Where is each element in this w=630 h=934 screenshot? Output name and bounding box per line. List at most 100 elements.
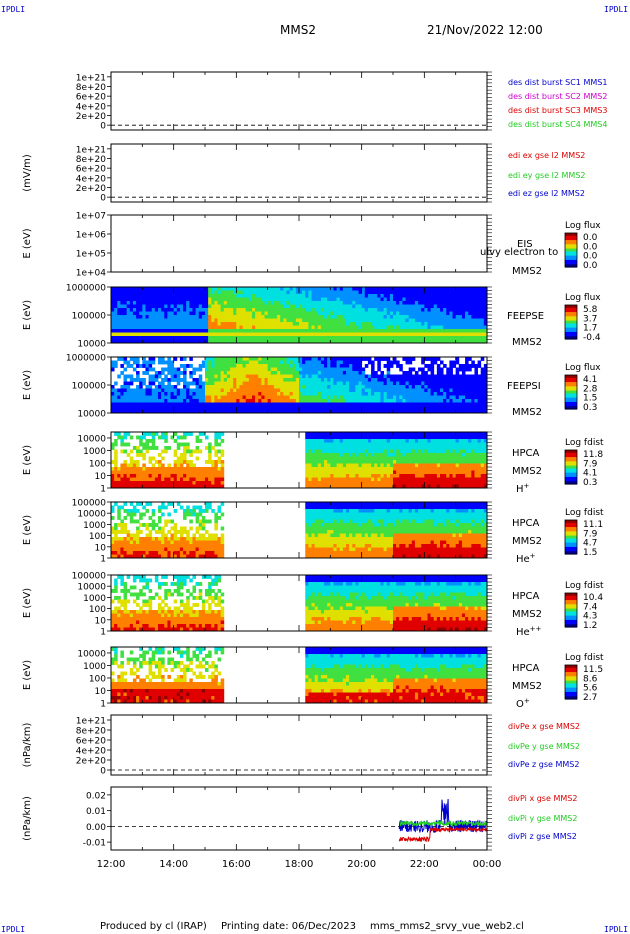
heatmap-cell <box>314 308 319 312</box>
heatmap-cell <box>299 402 303 407</box>
heatmap-cell <box>408 304 413 309</box>
heatmap-cell <box>483 402 488 407</box>
heatmap-cell <box>295 308 300 312</box>
heatmap-cell <box>477 339 482 344</box>
heatmap-cell <box>443 315 447 319</box>
heatmap-cell <box>333 460 337 464</box>
heatmap-cell <box>396 409 400 414</box>
heatmap-cell <box>371 392 375 396</box>
heatmap-cell <box>317 453 322 457</box>
heatmap-cell <box>349 402 353 407</box>
heatmap-cell <box>336 308 341 312</box>
heatmap-cell <box>443 409 447 414</box>
heatmap-cell <box>333 435 337 440</box>
heatmap-cell <box>261 385 265 389</box>
heatmap-cell <box>136 336 140 340</box>
colorbar-segment <box>565 237 577 240</box>
heatmap-cell <box>361 378 366 382</box>
heatmap-cell <box>393 378 397 382</box>
heatmap-cell <box>280 395 284 400</box>
heatmap-cell <box>471 378 475 382</box>
heatmap-cell <box>402 318 406 323</box>
heatmap-cell <box>380 435 384 440</box>
panel-frame <box>110 214 488 273</box>
heatmap-cell <box>148 467 153 471</box>
heatmap-cell <box>396 336 400 340</box>
heatmap-cell <box>389 336 394 340</box>
heatmap-cell <box>220 439 225 443</box>
heatmap-cell <box>455 318 460 323</box>
heatmap-cell <box>211 367 215 372</box>
heatmap-cell <box>305 318 309 323</box>
heatmap-cell <box>358 456 363 461</box>
heatmap-cell <box>346 374 350 379</box>
heatmap-cell <box>117 474 121 478</box>
heatmap-cell <box>239 392 243 396</box>
heatmap-cell <box>333 304 337 309</box>
heatmap-cell <box>358 332 363 337</box>
heatmap-cell <box>355 332 359 337</box>
heatmap-cell <box>355 432 359 436</box>
heatmap-cell <box>477 329 482 333</box>
heatmap-cell <box>208 477 212 482</box>
heatmap-cell <box>214 432 218 436</box>
heatmap-cell <box>377 442 381 447</box>
heatmap-cell <box>402 329 406 333</box>
heatmap-cell <box>355 435 359 440</box>
heatmap-cell <box>374 439 378 443</box>
heatmap-cell <box>440 360 444 365</box>
heatmap-cell <box>327 290 331 295</box>
heatmap-cell <box>477 399 482 403</box>
heatmap-cell <box>283 409 287 414</box>
heatmap-cell <box>317 301 322 305</box>
heatmap-cell <box>396 432 400 436</box>
heatmap-cell <box>223 322 228 326</box>
heatmap-cell <box>233 392 237 396</box>
heatmap-cell <box>255 409 259 414</box>
heatmap-cell <box>220 406 225 410</box>
heatmap-cell <box>195 290 200 295</box>
heatmap-cell <box>189 460 193 464</box>
heatmap-cell <box>471 311 475 316</box>
heatmap-cell <box>302 325 306 330</box>
heatmap-cell <box>386 318 391 323</box>
heatmap-cell <box>330 442 334 447</box>
heatmap-cell <box>336 449 341 454</box>
heatmap-cell <box>405 360 410 365</box>
heatmap-cell <box>201 385 206 389</box>
heatmap-cell <box>142 432 146 436</box>
heatmap-cell <box>214 463 218 468</box>
heatmap-cell <box>129 463 134 468</box>
heatmap-cell <box>302 367 306 372</box>
heatmap-cell <box>471 336 475 340</box>
heatmap-cell <box>230 322 234 326</box>
heatmap-cell <box>358 432 363 436</box>
colorbar-frame <box>564 304 578 340</box>
heatmap-cell <box>330 470 334 475</box>
heatmap-cell <box>183 460 187 464</box>
heatmap-cell <box>226 339 231 344</box>
heatmap-cell <box>277 399 281 403</box>
heatmap-cell <box>477 332 482 337</box>
heatmap-cell <box>408 378 413 382</box>
heatmap-cell <box>383 329 388 333</box>
heatmap-cell <box>308 364 312 368</box>
heatmap-cell <box>201 388 206 393</box>
heatmap-cell <box>405 304 410 309</box>
heatmap-cell <box>280 371 284 375</box>
heatmap-cell <box>405 453 410 457</box>
heatmap-cell <box>255 336 259 340</box>
heatmap-cell <box>299 339 303 344</box>
heatmap-cell <box>408 392 413 396</box>
heatmap-cell <box>396 395 400 400</box>
heatmap-cell <box>292 378 297 382</box>
heatmap-cell <box>189 381 193 386</box>
heatmap-cell <box>151 470 156 475</box>
heatmap-cell <box>183 446 187 450</box>
heatmap-cell <box>161 294 165 298</box>
heatmap-cell <box>120 406 124 410</box>
heatmap-cell <box>114 297 118 302</box>
heatmap-cell <box>393 481 397 485</box>
heatmap-cell <box>358 439 363 443</box>
heatmap-cell <box>349 399 353 403</box>
